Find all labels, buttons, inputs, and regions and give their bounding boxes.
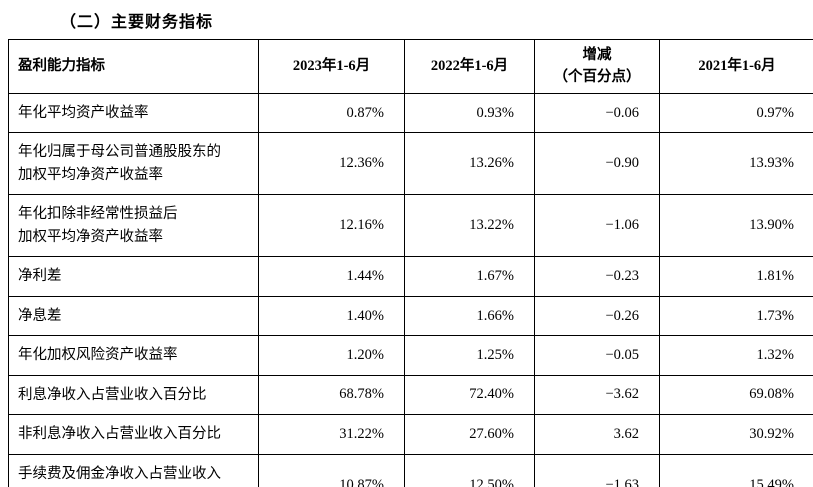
- header-profitability-indicators: 盈利能力指标: [8, 39, 259, 94]
- header-2022-jan-jun: 2022年1-6月: [404, 39, 535, 94]
- row-value: 0.97%: [659, 92, 813, 134]
- table-header-row: 盈利能力指标 2023年1-6月 2022年1-6月 增减 （个百分点） 202…: [8, 39, 813, 94]
- row-value: 3.62: [534, 414, 660, 455]
- row-label: 净利差: [8, 256, 259, 297]
- row-value: −0.05: [534, 335, 660, 376]
- row-value: −3.62: [534, 374, 660, 416]
- row-value: 12.16%: [258, 194, 405, 258]
- row-label: 利息净收入占营业收入百分比: [8, 374, 259, 416]
- row-value: 68.78%: [258, 374, 405, 416]
- row-value: −0.06: [534, 92, 660, 134]
- table-row: 利息净收入占营业收入百分比 68.78% 72.40% −3.62 69.08%: [8, 374, 813, 416]
- row-value: 0.93%: [404, 92, 535, 134]
- row-value: 0.87%: [258, 92, 405, 134]
- row-value: 1.32%: [659, 335, 813, 376]
- table-row: 净利差 1.44% 1.67% −0.23 1.81%: [8, 256, 813, 297]
- table-row: 年化平均资产收益率 0.87% 0.93% −0.06 0.97%: [8, 92, 813, 134]
- table-body: 年化平均资产收益率 0.87% 0.93% −0.06 0.97% 年化归属于母公司普通股…: [8, 92, 813, 487]
- row-value: 12.50%: [404, 453, 535, 487]
- row-value: 1.66%: [404, 295, 535, 337]
- row-value: −0.90: [534, 132, 660, 196]
- row-value: 13.26%: [404, 132, 535, 196]
- header-2021-jan-jun: 2021年1-6月: [659, 39, 813, 94]
- row-label: 年化加权风险资产收益率: [8, 335, 259, 376]
- row-value: −0.23: [534, 256, 660, 297]
- row-value: 1.44%: [258, 256, 405, 297]
- row-value: 13.93%: [659, 132, 813, 196]
- row-label: 净息差: [8, 295, 259, 337]
- header-change-percentage-points: 增减 （个百分点）: [534, 39, 660, 94]
- table-row: 年化扣除非经常性损益后 加权平均净资产收益率 12.16% 13.22% −1.06 1…: [8, 194, 813, 258]
- row-value: 69.08%: [659, 374, 813, 416]
- row-label: 年化扣除非经常性损益后 加权平均净资产收益率: [8, 194, 259, 258]
- row-value: 1.81%: [659, 256, 813, 297]
- table-row: 净息差 1.40% 1.66% −0.26 1.73%: [8, 295, 813, 337]
- row-value: 1.73%: [659, 295, 813, 337]
- table-row: 手续费及佣金净收入占营业收入 百分比10.87%12.50%−1.6315.49…: [8, 453, 813, 487]
- row-value: 30.92%: [659, 414, 813, 455]
- row-value: −1.63: [534, 453, 660, 487]
- table-row: 非利息净收入占营业收入百分比 31.22% 27.60% 3.62 30.92%: [8, 414, 813, 455]
- row-value: 31.22%: [258, 414, 405, 455]
- row-value: 12.36%: [258, 132, 405, 196]
- row-value: 27.60%: [404, 414, 535, 455]
- table-row: 年化归属于母公司普通股股东的 加权平均净资产收益率 12.36% 13.26% −0.…: [8, 132, 813, 196]
- page-title: （二）主要财务指标: [60, 14, 214, 31]
- row-value: 1.25%: [404, 335, 535, 376]
- row-value: 1.40%: [258, 295, 405, 337]
- row-value: 15.49%: [659, 453, 813, 487]
- row-label: 手续费及佣金净收入占营业收入 百分比: [8, 453, 259, 487]
- row-value: 10.87%: [258, 453, 405, 487]
- header-2023-jan-jun: 2023年1-6月: [258, 39, 405, 94]
- table-row: 年化加权风险资产收益率 1.20% 1.25% −0.05 1.32%: [8, 335, 813, 376]
- row-label: 年化平均资产收益率: [8, 92, 259, 134]
- row-value: 13.22%: [404, 194, 535, 258]
- row-value: 1.67%: [404, 256, 535, 297]
- financial-indicators-table: 盈利能力指标 2023年1-6月 2022年1-6月 增减 （个百分点） 202…: [8, 39, 813, 487]
- row-value: −0.26: [534, 295, 660, 337]
- row-value: 1.20%: [258, 335, 405, 376]
- row-value: −1.06: [534, 194, 660, 258]
- row-label: 非利息净收入占营业收入百分比: [8, 414, 259, 455]
- row-value: 13.90%: [659, 194, 813, 258]
- row-value: 72.40%: [404, 374, 535, 416]
- row-label: 年化归属于母公司普通股股东的 加权平均净资产收益率: [8, 132, 259, 196]
